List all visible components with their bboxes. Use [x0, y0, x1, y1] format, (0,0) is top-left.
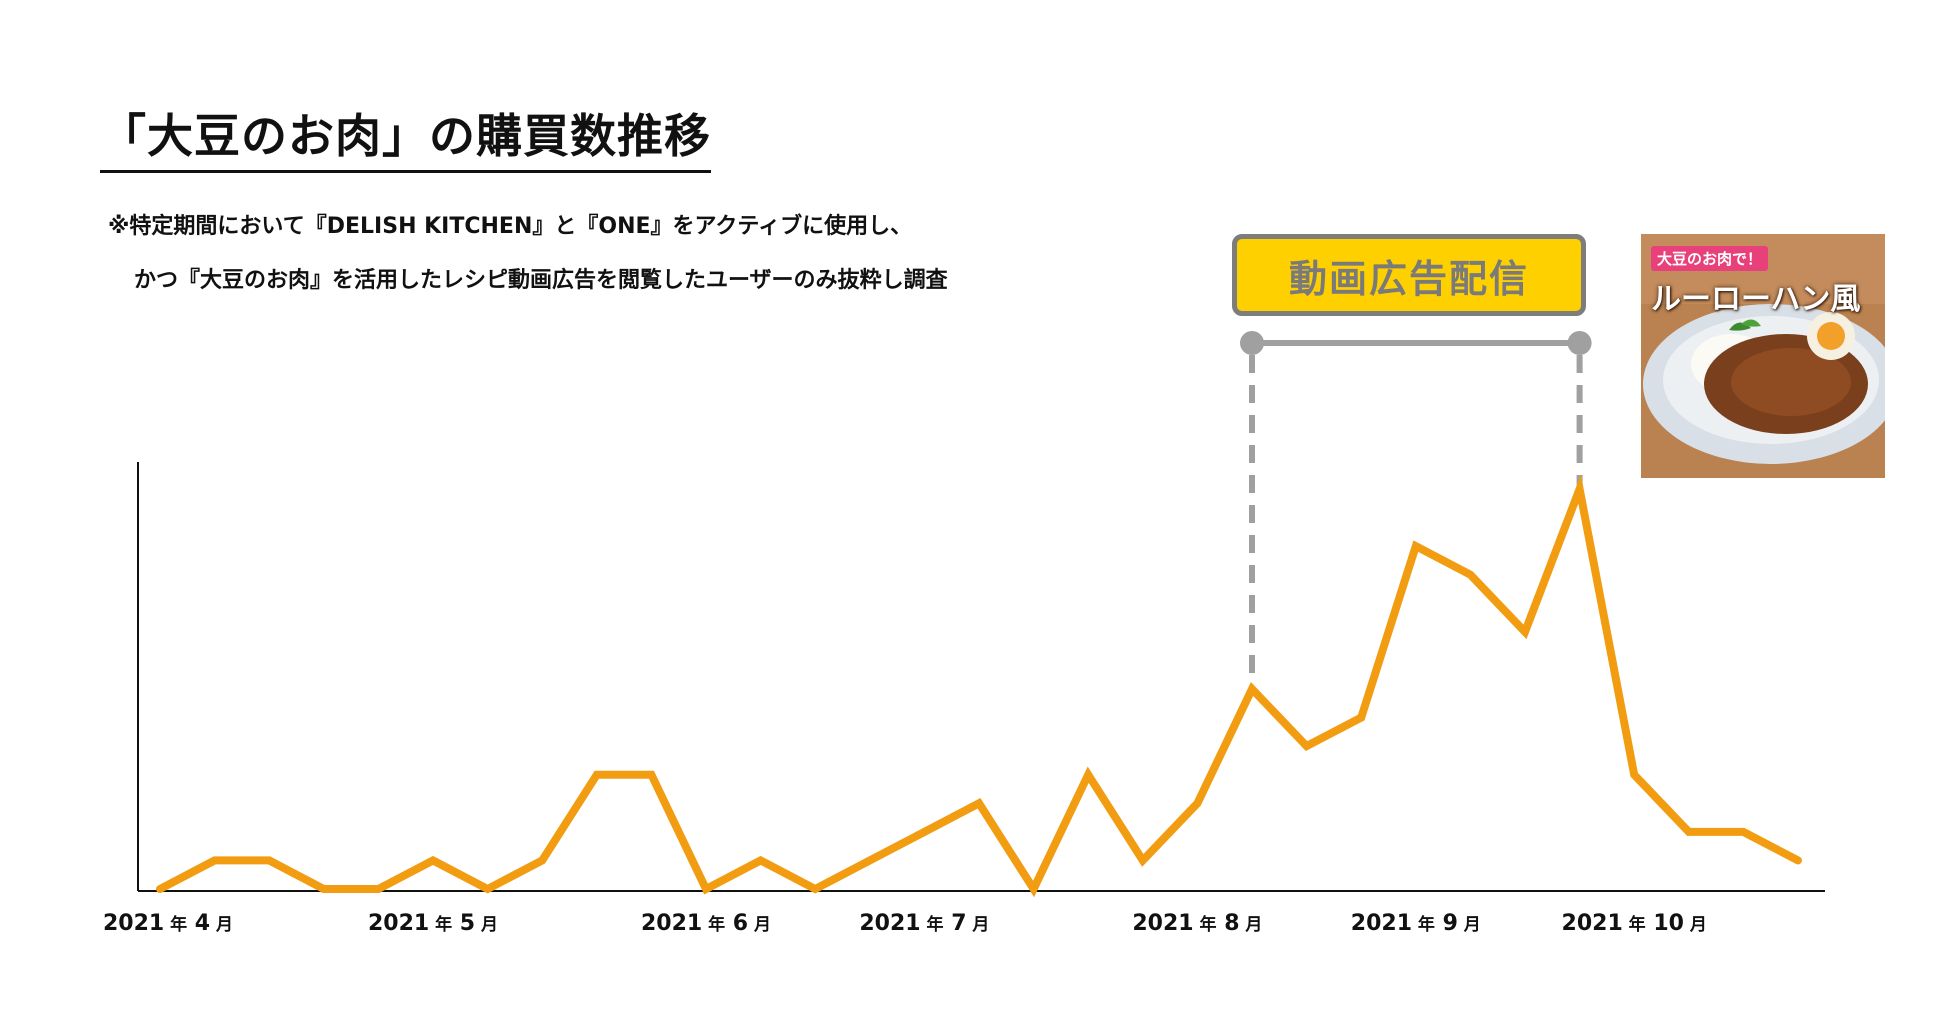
x-tick-label: 2021 年 6 月	[641, 911, 771, 936]
chart-title: 「大豆のお肉」の購買数推移	[100, 100, 711, 173]
x-tick-label: 2021 年 7 月	[859, 911, 989, 936]
data-point	[1033, 888, 1035, 890]
data-point	[1251, 688, 1253, 690]
x-tick-labels: 2021 年 4 月 2021 年 5 月 2021 年 6 月 2021 年 7 月…	[103, 911, 1707, 936]
data-point	[1688, 831, 1690, 833]
survey-note-line2: かつ『大豆のお肉』を活用したレシピ動画広告を閲覧したユーザーのみ抜粋し調査	[134, 268, 948, 293]
x-tick-label: 2021 年 9 月	[1351, 911, 1481, 936]
data-point	[923, 831, 925, 833]
recipe-thumbnail: 大豆のお肉で！ ルーローハン風	[1641, 234, 1885, 478]
data-point	[377, 888, 379, 890]
bracket-end-dot	[1567, 331, 1592, 355]
data-point	[1797, 859, 1799, 861]
data-point	[1087, 774, 1089, 776]
series-layer	[156, 474, 1802, 898]
ad-period-bracket	[1240, 331, 1592, 685]
data-point	[541, 859, 543, 861]
thumbnail-title: ルーローハン風	[1651, 282, 1861, 317]
survey-note-line1: ※特定期間において『DELISH KITCHEN』と『ONE』をアクティブに使用…	[108, 214, 913, 239]
data-point	[323, 888, 325, 890]
data-point	[487, 888, 489, 890]
data-point	[1306, 745, 1308, 747]
data-point	[432, 859, 434, 861]
data-point	[1633, 774, 1635, 776]
data-point	[1415, 545, 1417, 547]
data-point	[268, 859, 270, 861]
series-line	[156, 474, 1802, 898]
data-point	[650, 774, 652, 776]
data-point	[159, 888, 161, 890]
x-tick-label: 2021 年 10 月	[1562, 911, 1707, 936]
rice-bowl-image	[1641, 234, 1885, 478]
x-tick-label: 2021 年 5 月	[368, 911, 498, 936]
survey-note: ※特定期間において『DELISH KITCHEN』と『ONE』をアクティブに使用…	[108, 200, 948, 308]
data-point	[814, 888, 816, 890]
data-point	[1360, 717, 1362, 719]
data-point	[1742, 831, 1744, 833]
data-point	[1524, 631, 1526, 633]
x-tick-label: 2021 年 8 月	[1132, 911, 1262, 936]
thumbnail-tag: 大豆のお肉で！	[1651, 246, 1769, 271]
data-point	[1196, 802, 1198, 804]
data-point	[760, 859, 762, 861]
data-point	[869, 859, 871, 861]
data-point	[1469, 574, 1471, 576]
data-point	[705, 888, 707, 890]
data-point	[1142, 859, 1144, 861]
bracket-start-dot	[1240, 331, 1264, 355]
ad-delivery-badge: 動画広告配信	[1232, 234, 1586, 316]
data-point	[214, 859, 216, 861]
data-point	[1579, 488, 1581, 490]
x-tick-label: 2021 年 4 月	[103, 911, 233, 936]
data-point	[596, 774, 598, 776]
data-point	[978, 802, 980, 804]
